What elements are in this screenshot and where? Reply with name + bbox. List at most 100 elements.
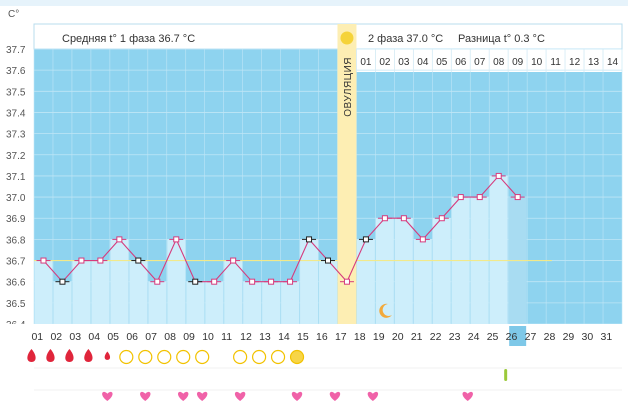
drop-icon-01 xyxy=(27,349,36,362)
temp-bar-07 xyxy=(148,281,167,324)
open-circle-icon-10 xyxy=(195,349,210,365)
phase2-day-02: 02 xyxy=(379,57,391,68)
temp-point-10 xyxy=(211,278,218,285)
heart-icon-10 xyxy=(196,391,208,401)
x-tick-19: 19 xyxy=(373,331,385,343)
x-tick-08: 08 xyxy=(164,331,176,343)
y-tick-37.7: 37.7 xyxy=(6,45,26,56)
ovulation-label: ОВУЛЯЦИЯ xyxy=(343,57,354,117)
temp-bar-01 xyxy=(34,260,53,324)
x-tick-05: 05 xyxy=(107,331,119,343)
temp-point-25 xyxy=(495,172,502,179)
temp-point-16 xyxy=(325,257,331,264)
x-tick-02: 02 xyxy=(50,331,62,343)
drop-icon-05 xyxy=(104,351,111,360)
header-phase1-label: Средняя t° 1 фаза 36.7 °C xyxy=(62,33,195,45)
temp-bar-04 xyxy=(91,260,110,324)
x-tick-03: 03 xyxy=(69,331,81,343)
y-tick-37.0: 37.0 xyxy=(6,193,26,204)
heart-icon-17 xyxy=(329,391,341,401)
temp-bar-09 xyxy=(186,281,205,324)
heart-icon-05 xyxy=(102,391,113,401)
open-circle-icon-13 xyxy=(251,349,267,365)
phase2-day-06: 06 xyxy=(455,57,467,68)
x-tick-21: 21 xyxy=(411,331,423,343)
phase2-day-10: 10 xyxy=(531,57,543,68)
phase2-day-11: 11 xyxy=(550,57,561,68)
x-tick-24: 24 xyxy=(468,331,480,343)
phase2-day-13: 13 xyxy=(588,57,600,68)
y-tick-37.3: 37.3 xyxy=(6,130,26,141)
heart-icon-09 xyxy=(178,391,189,401)
temp-point-04 xyxy=(97,257,104,264)
phase2-day-09: 09 xyxy=(512,57,524,68)
y-tick-36.8: 36.8 xyxy=(6,235,26,246)
temp-point-02 xyxy=(59,278,66,285)
y-tick-37.6: 37.6 xyxy=(6,66,26,77)
temp-point-13 xyxy=(268,278,275,285)
x-tick-31: 31 xyxy=(601,331,613,343)
phase2-day-01: 01 xyxy=(360,57,372,68)
temp-bar-16 xyxy=(319,260,337,324)
phase2-day-12: 12 xyxy=(569,57,581,68)
x-tick-26: 26 xyxy=(506,331,518,343)
x-tick-10: 10 xyxy=(202,331,214,343)
temp-point-15 xyxy=(306,236,313,243)
x-tick-23: 23 xyxy=(449,331,461,343)
y-tick-37.1: 37.1 xyxy=(6,172,26,183)
temp-bar-03 xyxy=(72,260,91,324)
drop-icon-04 xyxy=(84,349,93,362)
x-tick-29: 29 xyxy=(563,331,575,343)
x-tick-22: 22 xyxy=(430,331,442,343)
heart-icon-19 xyxy=(367,391,379,401)
top-frame xyxy=(0,0,628,6)
temp-bar-06 xyxy=(129,260,148,324)
x-tick-14: 14 xyxy=(278,331,290,343)
temp-bar-05 xyxy=(110,239,129,324)
temp-point-09 xyxy=(192,278,199,285)
x-tick-13: 13 xyxy=(259,331,271,343)
header-strip xyxy=(33,23,623,50)
ovulation-sun-icon xyxy=(340,31,354,45)
temp-point-23 xyxy=(457,194,464,201)
temp-point-05 xyxy=(116,236,123,243)
open-circle-icon-06 xyxy=(119,349,134,365)
temp-point-06 xyxy=(135,257,142,264)
temp-point-11 xyxy=(230,257,237,264)
y-tick-37.4: 37.4 xyxy=(6,108,26,119)
x-tick-12: 12 xyxy=(240,331,252,343)
temp-bar-19 xyxy=(375,218,394,324)
heart-icon-07 xyxy=(140,391,151,401)
temperature-line xyxy=(43,175,519,283)
moon-icon xyxy=(379,303,392,318)
x-tick-17: 17 xyxy=(335,331,347,343)
temp-point-22 xyxy=(438,215,445,222)
open-circle-icon-09 xyxy=(176,349,191,365)
temp-bar-22 xyxy=(432,218,451,324)
header-phase2-label: 2 фаза 37.0 °C xyxy=(368,33,443,45)
test-icon xyxy=(504,369,508,381)
phase2-day-05: 05 xyxy=(436,57,448,68)
x-tick-25: 25 xyxy=(487,331,499,343)
temp-point-17 xyxy=(343,278,350,285)
filled-circle-icon-15 xyxy=(289,349,305,365)
temp-bar-13 xyxy=(262,281,281,324)
x-tick-18: 18 xyxy=(354,331,366,343)
temp-point-03 xyxy=(78,257,85,264)
y-tick-36.9: 36.9 xyxy=(6,214,26,225)
temp-point-26 xyxy=(514,194,521,201)
temp-point-07 xyxy=(154,278,161,285)
x-tick-15: 15 xyxy=(297,331,309,343)
phase2-day-07: 07 xyxy=(474,57,486,68)
temp-bar-25 xyxy=(489,175,508,324)
x-tick-30: 30 xyxy=(582,331,594,343)
open-circle-icon-12 xyxy=(233,349,248,365)
temp-bar-20 xyxy=(394,218,413,324)
x-tick-28: 28 xyxy=(544,331,556,343)
temp-bar-10 xyxy=(205,281,224,324)
y-tick-36.6: 36.6 xyxy=(6,278,26,289)
temp-point-20 xyxy=(400,215,407,222)
x-tick-01: 01 xyxy=(31,331,43,343)
y-tick-37.2: 37.2 xyxy=(6,151,26,162)
